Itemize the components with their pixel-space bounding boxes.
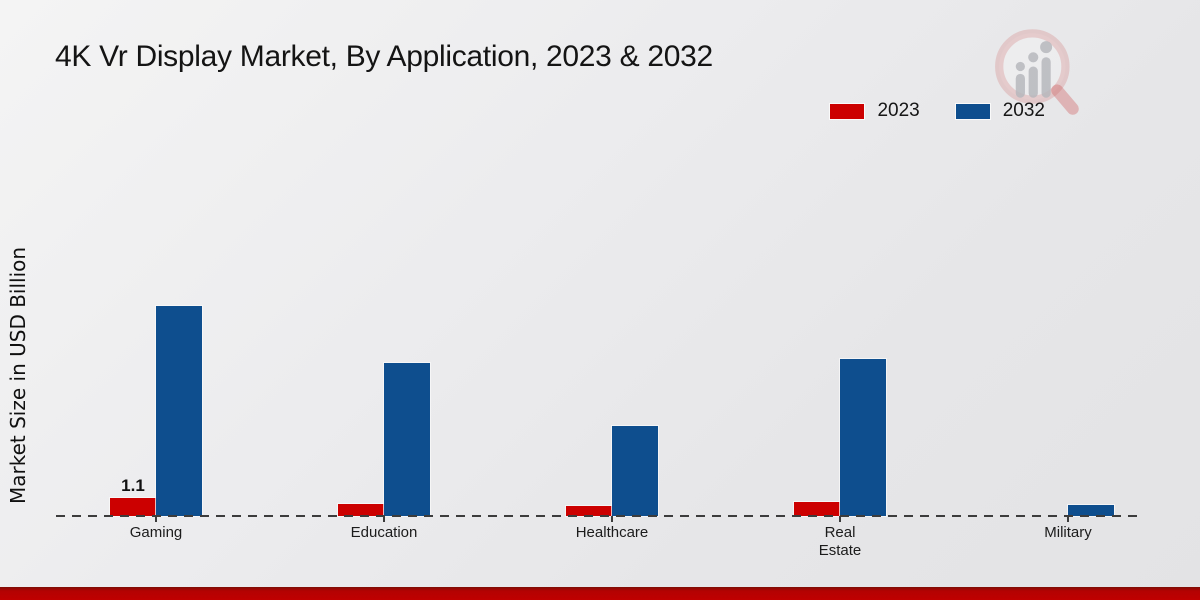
legend-item-2023: 2023	[830, 100, 920, 122]
bar-2032-education	[384, 363, 430, 516]
legend-item-2032: 2032	[955, 100, 1045, 122]
bar-2032-healthcare	[612, 426, 658, 516]
footer-red-bar	[0, 587, 1200, 600]
bar-2023-education	[338, 504, 384, 516]
legend-label-2032: 2032	[1002, 100, 1045, 121]
x-axis-line	[56, 515, 1144, 517]
bar-2023-gaming	[110, 498, 156, 516]
bar-2023-real-estate	[794, 502, 840, 516]
bar-2032-real-estate	[840, 359, 886, 516]
category-label-gaming: Gaming	[129, 524, 183, 541]
category-label-military: Military	[1044, 524, 1092, 541]
category-label-healthcare: Healthcare	[575, 524, 649, 541]
legend-swatch-2032	[955, 103, 990, 119]
x-axis-tick	[611, 516, 613, 522]
legend-swatch-2023	[830, 103, 865, 119]
brand-watermark-icon	[995, 29, 1079, 115]
bar-2032-gaming	[156, 306, 202, 516]
legend: 2023 2032	[830, 100, 1045, 122]
bar-value-label: 1.1	[121, 476, 145, 495]
category-label-real-estate: Real Estate	[818, 524, 862, 559]
x-axis-tick	[155, 516, 157, 522]
bar-2023-healthcare	[566, 506, 612, 516]
x-axis-tick	[839, 516, 841, 522]
chart-title: 4K Vr Display Market, By Application, 20…	[55, 40, 713, 73]
legend-label-2023: 2023	[877, 100, 920, 121]
category-label-education: Education	[350, 524, 418, 541]
bar-2032-military	[1068, 505, 1114, 516]
x-axis-tick	[383, 516, 385, 522]
x-axis-tick	[1067, 516, 1069, 522]
